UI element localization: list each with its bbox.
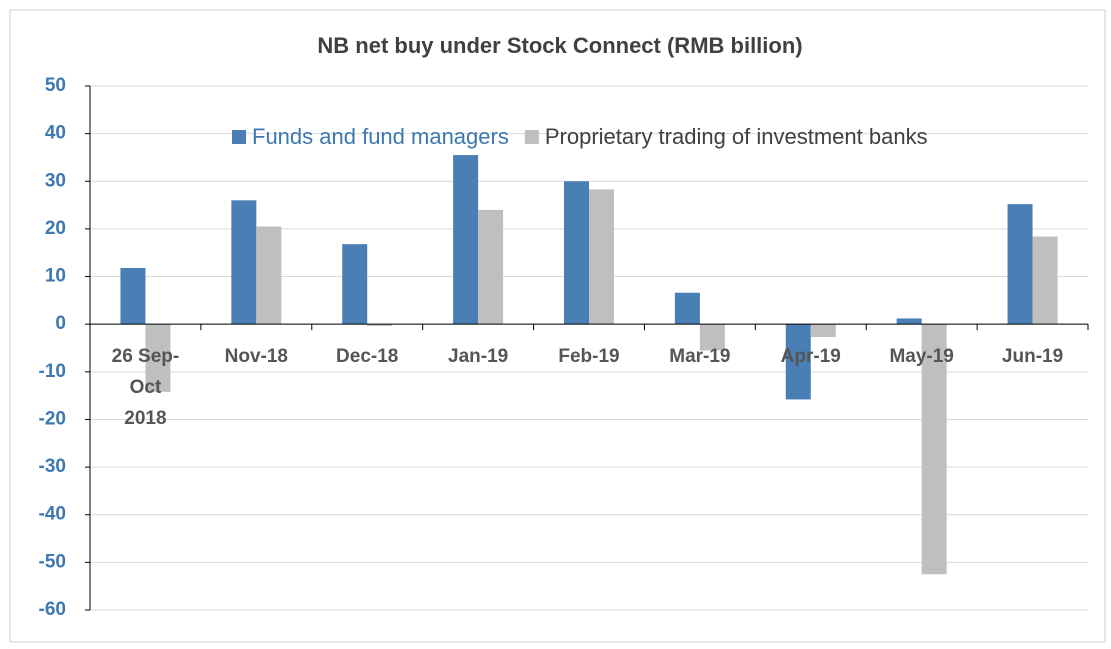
x-tick-label: May-19 [889,346,953,367]
bar [256,226,282,325]
legend-swatch [232,130,246,144]
y-tick-label: 20 [45,218,66,239]
x-tick-label: Nov-18 [225,346,288,367]
bar [453,155,479,325]
bar [478,209,504,325]
x-tick-label: Feb-19 [558,346,619,367]
bar [231,200,257,325]
y-tick-label: 50 [45,75,66,96]
y-tick-label: -10 [39,361,66,382]
legend-label: Funds and fund managers [252,124,509,149]
chart-title: NB net buy under Stock Connect (RMB bill… [317,33,802,58]
legend-label: Proprietary trading of investment banks [545,124,928,149]
y-tick-label: 0 [55,313,66,334]
y-tick-label: 40 [45,123,66,144]
bar [1032,236,1058,325]
y-tick-label: -50 [39,551,66,572]
legend-swatch [524,130,539,144]
bar [896,318,922,325]
x-tick-label: Jan-19 [448,346,508,367]
x-tick-label: Dec-18 [336,346,398,367]
bar [564,181,589,325]
x-tick-label: 26 Sep-Oct 2018 [112,346,180,429]
bar [674,292,700,325]
x-tick-label: Jun-19 [1002,346,1063,367]
bar [1007,204,1033,325]
bar [810,324,836,338]
bar [145,324,171,392]
bar [785,324,811,400]
y-tick-label: 10 [45,266,66,287]
bar [589,189,614,325]
x-tick-label: Apr-19 [781,346,841,367]
bar [367,324,393,327]
y-tick-label: 30 [45,170,66,191]
bar [120,267,146,325]
y-tick-label: -60 [39,599,66,620]
bar [699,324,725,351]
bar [921,324,947,575]
y-tick-label: -20 [39,408,66,429]
y-tick-label: -30 [39,456,66,477]
x-tick-label: Mar-19 [669,346,730,367]
y-tick-label: -40 [39,504,66,525]
bar [342,244,368,325]
